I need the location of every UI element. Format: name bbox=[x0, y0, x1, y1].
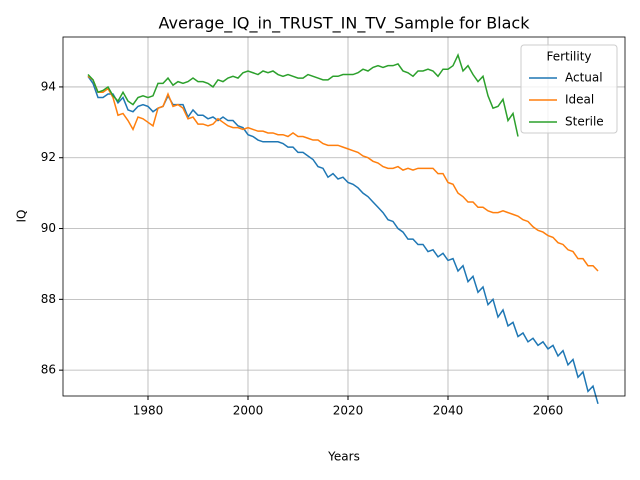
legend-box bbox=[520, 44, 618, 134]
plot-frame bbox=[62, 36, 626, 397]
x-tick-label: 1980 bbox=[133, 404, 164, 418]
y-tick-label: 90 bbox=[41, 221, 56, 235]
x-tick-label: 2040 bbox=[433, 404, 464, 418]
x-tick-label: 2020 bbox=[333, 404, 364, 418]
legend-label: Actual bbox=[565, 71, 603, 85]
y-tick-label: 94 bbox=[41, 79, 56, 93]
y-axis-label: IQ bbox=[15, 210, 29, 223]
legend-label: Ideal bbox=[565, 93, 594, 107]
y-tick-label: 92 bbox=[41, 150, 56, 164]
legend-label: Sterile bbox=[565, 115, 604, 129]
y-tick-label: 86 bbox=[41, 363, 56, 377]
y-tick-label: 88 bbox=[41, 292, 56, 306]
x-tick-label: 2060 bbox=[533, 404, 564, 418]
chart-title: Average_IQ_in_TRUST_IN_TV_Sample for Bla… bbox=[159, 14, 531, 34]
legend: Fertility Actual Ideal Sterile bbox=[520, 44, 618, 134]
x-axis-label: Years bbox=[327, 450, 360, 464]
legend-title: Fertility bbox=[546, 50, 591, 64]
x-tick-label: 2000 bbox=[233, 404, 264, 418]
line-series bbox=[87, 53, 519, 137]
line-series bbox=[87, 75, 599, 272]
